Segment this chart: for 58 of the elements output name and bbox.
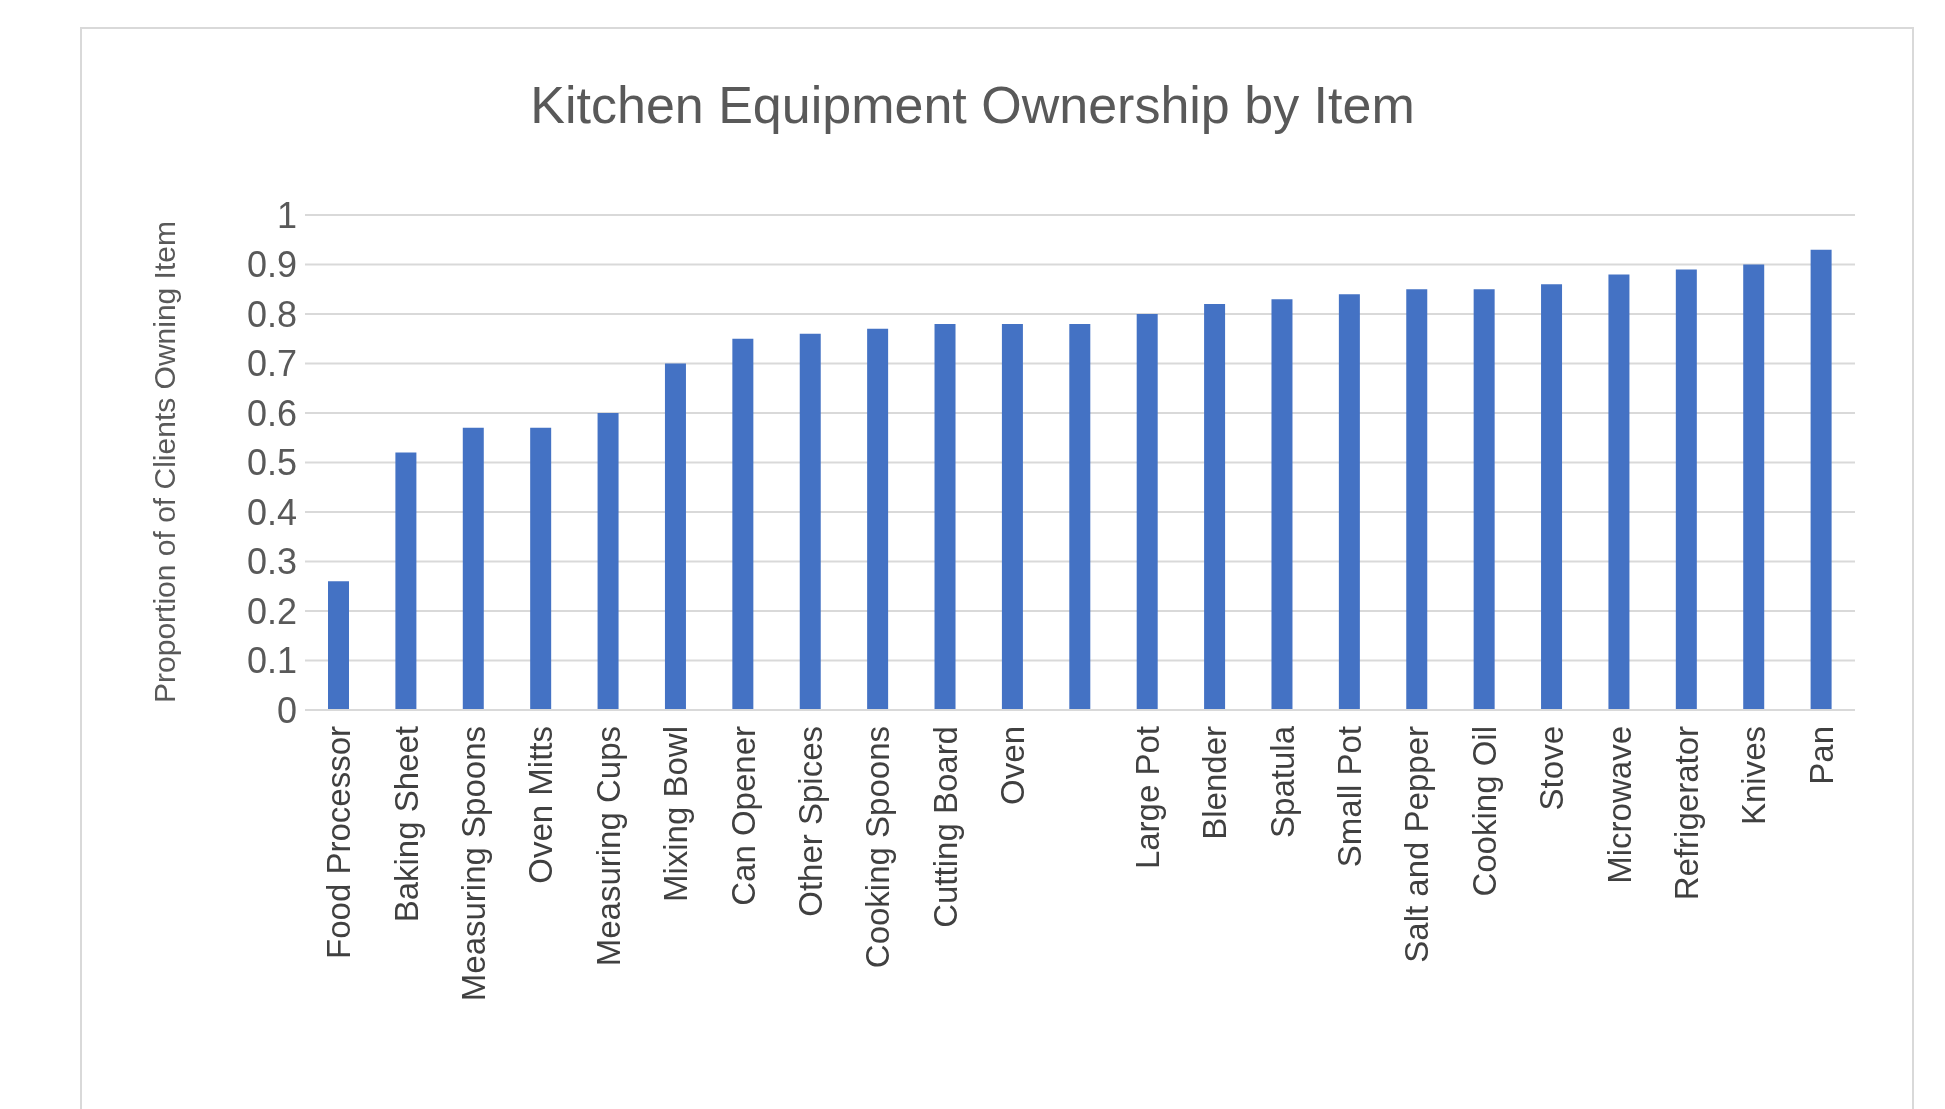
x-tick-label: Pan bbox=[1802, 726, 1840, 785]
x-tick-label: Blender bbox=[1196, 726, 1234, 840]
y-tick-label: 0.1 bbox=[246, 640, 297, 682]
x-tick-label: Cooking Oil bbox=[1465, 726, 1503, 897]
bar bbox=[1541, 284, 1563, 710]
bar bbox=[934, 323, 956, 710]
bar bbox=[1473, 289, 1495, 710]
x-tick-label: Measuring Spoons bbox=[454, 726, 492, 1002]
y-tick-label: 0.4 bbox=[246, 491, 297, 533]
bar bbox=[664, 363, 686, 710]
bar bbox=[530, 427, 552, 710]
bar bbox=[1608, 274, 1630, 710]
bar bbox=[867, 328, 889, 710]
y-tick-label: 1 bbox=[276, 194, 297, 236]
x-tick-label: Other Spices bbox=[791, 726, 829, 917]
bar bbox=[1338, 294, 1360, 710]
y-tick-label: 0.2 bbox=[246, 590, 297, 632]
bar bbox=[597, 413, 619, 710]
x-tick-label: Small Pot bbox=[1331, 726, 1369, 868]
x-tick-label: Stove bbox=[1533, 726, 1571, 811]
x-tick-label: Knives bbox=[1735, 726, 1773, 826]
x-tick-label: Spatula bbox=[1263, 725, 1301, 838]
x-tick-label: Salt and Pepper bbox=[1398, 725, 1436, 963]
bar bbox=[395, 452, 417, 710]
x-tick-label: Oven Mitts bbox=[522, 726, 560, 884]
bar bbox=[1204, 304, 1226, 710]
x-tick-label: Measuring Cups bbox=[589, 726, 627, 967]
y-tick-label: 0.5 bbox=[246, 442, 297, 484]
x-tick-label: Cutting Board bbox=[926, 726, 964, 928]
x-tick-label: Can Opener bbox=[724, 725, 762, 906]
bar bbox=[1743, 264, 1765, 710]
bar bbox=[1271, 299, 1293, 710]
x-tick-label: Refrigerator bbox=[1668, 725, 1706, 901]
chart-title: Kitchen Equipment Ownership by Item bbox=[529, 75, 1416, 135]
x-tick-label: Food Processor bbox=[320, 725, 358, 959]
x-tick-label: Oven bbox=[994, 726, 1032, 805]
x-tick-label: Cooking Spoons bbox=[859, 726, 897, 969]
bar bbox=[1406, 289, 1428, 710]
y-tick-label: 0.3 bbox=[246, 541, 297, 583]
y-tick-label: 0.6 bbox=[246, 392, 297, 434]
bar bbox=[1001, 323, 1023, 710]
y-axis-title: Proportion of of Clients Owning Item bbox=[148, 221, 182, 703]
bar bbox=[1810, 249, 1832, 710]
x-tick-label: Mixing Bowl bbox=[657, 726, 695, 903]
x-tick-label: Baking Sheet bbox=[387, 726, 425, 923]
bar bbox=[1675, 269, 1697, 710]
bar bbox=[1069, 323, 1091, 710]
y-tick-label: 0.7 bbox=[246, 343, 297, 385]
y-tick-label: 0.8 bbox=[246, 293, 297, 335]
bar bbox=[328, 581, 349, 710]
y-tick-label: 0.9 bbox=[246, 244, 297, 286]
bar bbox=[799, 333, 821, 710]
x-tick-label: Microwave bbox=[1600, 726, 1638, 884]
bar bbox=[462, 427, 484, 710]
bar bbox=[1136, 314, 1158, 710]
x-tick-label: Large Pot bbox=[1128, 726, 1166, 870]
y-tick-label: 0 bbox=[276, 689, 297, 731]
bar bbox=[732, 338, 754, 710]
